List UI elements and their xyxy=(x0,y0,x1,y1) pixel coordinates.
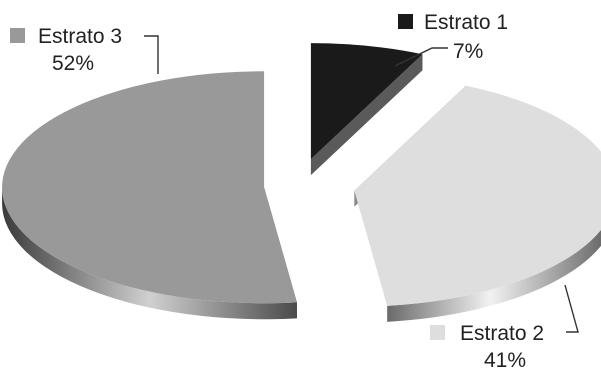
value-label-estrato-3: 52% xyxy=(52,52,94,75)
slice-top-estrato-1 xyxy=(310,43,423,160)
legend-estrato-3: Estrato 3 52% xyxy=(10,25,159,75)
legend-swatch-estrato-3 xyxy=(10,28,25,43)
slice-top-estrato-3 xyxy=(2,71,297,304)
legend-swatch-estrato-2 xyxy=(430,325,445,340)
leader-line-estrato-2 xyxy=(564,284,579,333)
legend-estrato-1: Estrato 1 7% xyxy=(394,11,508,67)
legend-estrato-2: Estrato 2 41% xyxy=(430,284,579,371)
slice-estrato-2 xyxy=(354,85,601,322)
value-label-estrato-2: 41% xyxy=(484,349,526,371)
legend-label-estrato-1: Estrato 1 xyxy=(424,11,508,34)
slice-estrato-3 xyxy=(2,71,297,320)
slice-side-estrato-3 xyxy=(2,187,297,320)
slice-side-estrato-2 xyxy=(387,229,601,322)
slice-estrato-1 xyxy=(310,43,423,176)
leader-line-estrato-1 xyxy=(394,47,448,67)
value-label-estrato-1: 7% xyxy=(453,40,483,63)
leader-line-estrato-3 xyxy=(144,35,159,74)
slice-wall-estrato-1 xyxy=(310,54,423,176)
slice-top-estrato-2 xyxy=(354,85,601,306)
pie-slices xyxy=(2,43,601,322)
legend-label-estrato-2: Estrato 2 xyxy=(460,322,544,345)
legend-label-estrato-3: Estrato 3 xyxy=(38,25,122,48)
legend-swatch-estrato-1 xyxy=(398,14,413,29)
